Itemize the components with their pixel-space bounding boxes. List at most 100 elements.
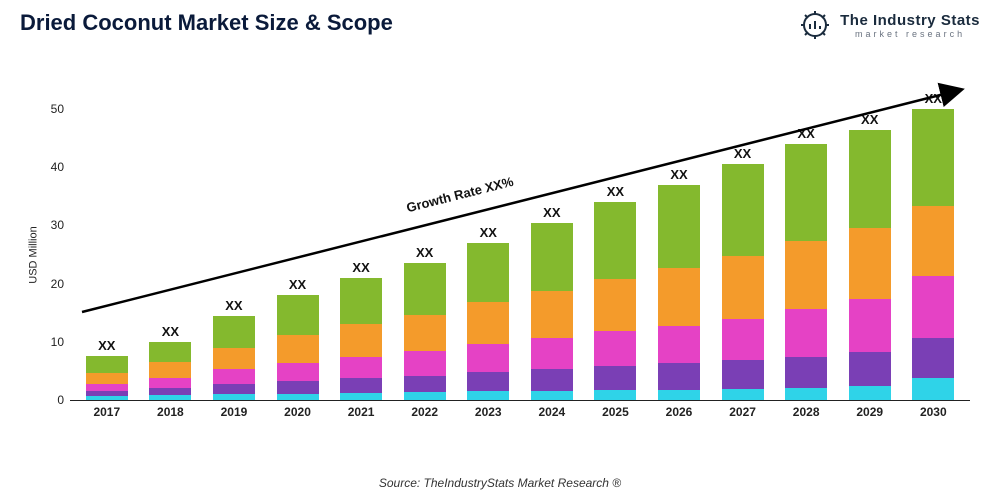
bar-segment (467, 302, 509, 344)
bar-stack (594, 202, 636, 400)
bar-segment (658, 185, 700, 268)
bar-segment (785, 388, 827, 400)
y-tick: 50 (30, 102, 64, 116)
bar-column: XX (202, 316, 266, 400)
bar-segment (86, 356, 128, 373)
bars-container: XXXXXXXXXXXXXXXXXXXXXXXXXXXX (70, 80, 970, 400)
bar-column: XX (647, 185, 711, 400)
bar-segment (658, 268, 700, 326)
x-tick-label: 2021 (329, 405, 393, 419)
gear-chart-icon (798, 8, 832, 42)
bar-value-label: XX (861, 112, 878, 127)
bar-segment (340, 357, 382, 378)
bar-segment (722, 389, 764, 400)
bar-stack (340, 278, 382, 400)
bar-segment (658, 390, 700, 400)
bar-segment (340, 393, 382, 400)
bar-column: XX (584, 202, 648, 400)
bar-segment (213, 348, 255, 370)
bar-stack (785, 144, 827, 400)
bar-segment (785, 144, 827, 241)
bar-segment (594, 202, 636, 279)
bar-segment (213, 369, 255, 384)
bar-segment (594, 366, 636, 390)
bar-segment (86, 373, 128, 384)
x-tick-label: 2027 (711, 405, 775, 419)
bar-stack (912, 109, 954, 400)
bar-column: XX (711, 164, 775, 400)
bar-segment (467, 391, 509, 400)
y-tick: 40 (30, 160, 64, 174)
bar-value-label: XX (797, 126, 814, 141)
logo-line2: market research (840, 29, 980, 39)
bar-column: XX (75, 356, 139, 400)
bar-column: XX (902, 109, 966, 400)
bar-stack (86, 356, 128, 400)
bar-segment (531, 369, 573, 391)
y-axis-label: USD Million (28, 226, 40, 283)
x-tick-label: 2018 (139, 405, 203, 419)
bar-segment (912, 338, 954, 378)
bar-segment (912, 378, 954, 400)
bar-segment (149, 395, 191, 400)
bar-segment (594, 279, 636, 331)
bar-segment (531, 291, 573, 338)
bar-segment (149, 342, 191, 362)
x-tick-label: 2019 (202, 405, 266, 419)
bar-value-label: XX (543, 205, 560, 220)
bar-segment (658, 363, 700, 389)
bar-segment (340, 324, 382, 357)
y-tick: 30 (30, 218, 64, 232)
bar-segment (404, 376, 446, 393)
bar-value-label: XX (162, 324, 179, 339)
bar-segment (277, 381, 319, 394)
bar-segment (86, 396, 128, 400)
bar-value-label: XX (480, 225, 497, 240)
bar-segment (149, 378, 191, 388)
bar-segment (849, 130, 891, 229)
source-footnote: Source: TheIndustryStats Market Research… (0, 476, 1000, 490)
bar-segment (912, 206, 954, 276)
bar-stack (658, 185, 700, 400)
bar-segment (912, 109, 954, 206)
bar-segment (213, 384, 255, 394)
bar-stack (467, 243, 509, 400)
bar-segment (277, 363, 319, 381)
bar-segment (277, 394, 319, 400)
bar-segment (594, 390, 636, 400)
x-tick-label: 2026 (647, 405, 711, 419)
bar-segment (722, 164, 764, 256)
bar-value-label: XX (98, 338, 115, 353)
bar-segment (277, 335, 319, 363)
bar-segment (467, 243, 509, 302)
bar-segment (531, 391, 573, 400)
x-tick-label: 2025 (584, 405, 648, 419)
x-axis-labels: 2017201820192020202120222023202420252026… (70, 405, 970, 419)
y-tick: 20 (30, 277, 64, 291)
y-tick: 0 (30, 393, 64, 407)
bar-column: XX (456, 243, 520, 400)
bar-value-label: XX (925, 91, 942, 106)
bar-stack (213, 316, 255, 400)
x-tick-label: 2023 (456, 405, 520, 419)
x-tick-label: 2028 (774, 405, 838, 419)
bar-value-label: XX (734, 146, 751, 161)
bar-stack (722, 164, 764, 400)
plot-area: XXXXXXXXXXXXXXXXXXXXXXXXXXXX Growth Rate… (70, 80, 970, 401)
bar-segment (404, 263, 446, 314)
bar-stack (849, 130, 891, 401)
stacked-bar-chart: USD Million XXXXXXXXXXXXXXXXXXXXXXXXXXXX… (70, 80, 970, 430)
bar-stack (531, 223, 573, 400)
bar-value-label: XX (607, 184, 624, 199)
bar-segment (404, 392, 446, 400)
x-tick-label: 2017 (75, 405, 139, 419)
bar-segment (722, 360, 764, 389)
bar-segment (213, 316, 255, 348)
bar-value-label: XX (352, 260, 369, 275)
bar-column: XX (838, 130, 902, 401)
bar-stack (404, 263, 446, 400)
bar-value-label: XX (289, 277, 306, 292)
brand-logo: The Industry Stats market research (798, 8, 980, 42)
bar-value-label: XX (225, 298, 242, 313)
bar-segment (722, 319, 764, 361)
